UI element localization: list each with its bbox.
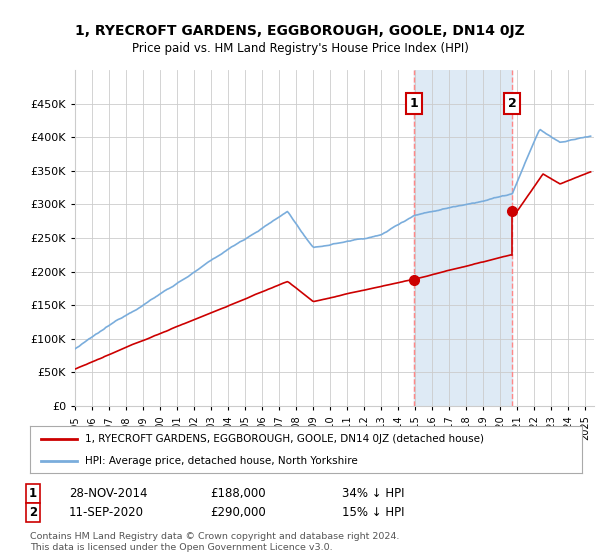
Text: Contains HM Land Registry data © Crown copyright and database right 2024.: Contains HM Land Registry data © Crown c… bbox=[30, 532, 400, 541]
Text: £188,000: £188,000 bbox=[210, 487, 266, 501]
Text: This data is licensed under the Open Government Licence v3.0.: This data is licensed under the Open Gov… bbox=[30, 543, 332, 552]
Text: 1, RYECROFT GARDENS, EGGBOROUGH, GOOLE, DN14 0JZ (detached house): 1, RYECROFT GARDENS, EGGBOROUGH, GOOLE, … bbox=[85, 434, 484, 444]
Text: 11-SEP-2020: 11-SEP-2020 bbox=[69, 506, 144, 519]
Text: 1, RYECROFT GARDENS, EGGBOROUGH, GOOLE, DN14 0JZ: 1, RYECROFT GARDENS, EGGBOROUGH, GOOLE, … bbox=[75, 25, 525, 38]
Text: 2: 2 bbox=[508, 97, 517, 110]
Text: £290,000: £290,000 bbox=[210, 506, 266, 519]
Text: 28-NOV-2014: 28-NOV-2014 bbox=[69, 487, 148, 501]
Bar bbox=[414, 70, 512, 406]
Text: 34% ↓ HPI: 34% ↓ HPI bbox=[342, 487, 404, 501]
Text: 1: 1 bbox=[409, 97, 418, 110]
Text: HPI: Average price, detached house, North Yorkshire: HPI: Average price, detached house, Nort… bbox=[85, 456, 358, 466]
Text: 15% ↓ HPI: 15% ↓ HPI bbox=[342, 506, 404, 519]
Text: Price paid vs. HM Land Registry's House Price Index (HPI): Price paid vs. HM Land Registry's House … bbox=[131, 42, 469, 55]
Text: 1: 1 bbox=[29, 487, 37, 501]
Text: 2: 2 bbox=[29, 506, 37, 519]
